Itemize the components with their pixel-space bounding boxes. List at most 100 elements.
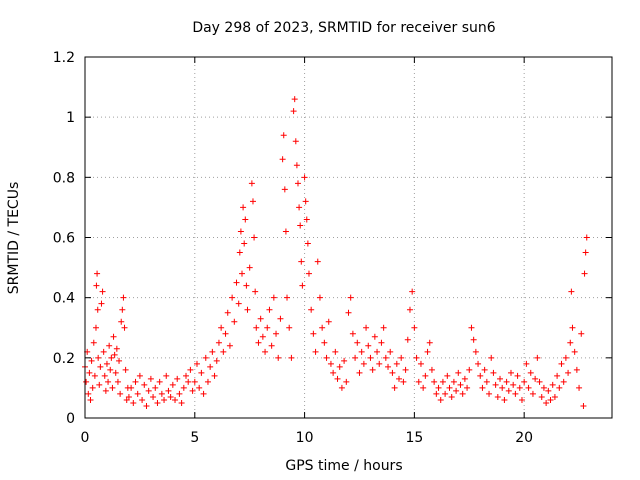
data-point: [543, 399, 550, 406]
y-tick-label: 0.4: [53, 291, 75, 307]
data-point: [393, 360, 400, 367]
data-point: [169, 381, 176, 388]
data-point: [347, 294, 354, 301]
data-point: [411, 324, 418, 331]
data-point: [231, 318, 238, 325]
data-point: [494, 393, 501, 400]
data-point: [94, 306, 101, 313]
data-point: [297, 222, 304, 229]
data-point: [270, 294, 277, 301]
data-point: [242, 216, 249, 223]
data-point: [521, 378, 528, 385]
data-point: [202, 354, 209, 361]
data-point: [380, 324, 387, 331]
data-point: [525, 384, 532, 391]
data-point: [554, 372, 561, 379]
data-point: [330, 369, 337, 376]
data-point: [224, 309, 231, 316]
data-points: [82, 96, 590, 409]
x-tick-label: 0: [81, 430, 90, 446]
data-point: [551, 393, 558, 400]
data-point: [185, 378, 192, 385]
data-point: [457, 381, 464, 388]
data-point: [183, 372, 190, 379]
data-point: [354, 339, 361, 346]
data-point: [257, 315, 264, 322]
data-point: [237, 228, 244, 235]
data-point: [123, 396, 130, 403]
data-point: [262, 348, 269, 355]
data-point: [582, 249, 589, 256]
axis-ticks: 0 0.2 0.4 0.6 0.8 1 1.2 0 5 10 15 20: [53, 50, 612, 446]
data-point: [312, 348, 319, 355]
data-point: [420, 384, 427, 391]
data-point: [259, 333, 266, 340]
data-point: [417, 360, 424, 367]
data-point: [455, 369, 462, 376]
x-axis-label: GPS time / hours: [285, 458, 402, 474]
data-point: [94, 270, 101, 277]
data-point: [371, 333, 378, 340]
data-point: [120, 294, 127, 301]
x-tick-label: 15: [405, 430, 423, 446]
data-point: [286, 324, 293, 331]
data-point: [103, 360, 110, 367]
data-point: [88, 357, 95, 364]
data-point: [437, 396, 444, 403]
data-point: [288, 354, 295, 361]
data-point: [277, 315, 284, 322]
data-point: [275, 354, 282, 361]
y-axis-label: SRMTID / TECUs: [6, 182, 22, 295]
data-point: [249, 198, 256, 205]
data-point: [143, 402, 150, 409]
data-point: [569, 324, 576, 331]
data-point: [518, 396, 525, 403]
data-point: [107, 366, 114, 373]
data-point: [358, 348, 365, 355]
data-point: [466, 366, 473, 373]
data-point: [433, 390, 440, 397]
y-tick-label: 1: [66, 110, 75, 126]
data-point: [450, 378, 457, 385]
data-point: [292, 138, 299, 145]
data-point: [284, 294, 291, 301]
data-point: [150, 393, 157, 400]
data-point: [382, 354, 389, 361]
data-point: [409, 288, 416, 295]
data-point: [139, 396, 146, 403]
data-point: [435, 384, 442, 391]
data-point: [369, 366, 376, 373]
data-point: [415, 378, 422, 385]
data-point: [93, 282, 100, 289]
data-point: [547, 396, 554, 403]
data-point: [108, 354, 115, 361]
data-point: [246, 264, 253, 271]
data-point: [398, 354, 405, 361]
data-point: [576, 384, 583, 391]
data-point: [459, 390, 466, 397]
data-point: [512, 390, 519, 397]
data-point: [573, 366, 580, 373]
data-point: [501, 396, 508, 403]
data-point: [196, 384, 203, 391]
data-point: [565, 369, 572, 376]
x-tick-label: 5: [190, 430, 199, 446]
data-point: [442, 390, 449, 397]
data-point: [325, 318, 332, 325]
data-point: [154, 399, 161, 406]
data-point: [481, 366, 488, 373]
data-point: [319, 324, 326, 331]
data-point: [280, 132, 287, 139]
data-point: [367, 354, 374, 361]
data-point: [571, 348, 578, 355]
data-point: [220, 348, 227, 355]
data-point: [396, 375, 403, 382]
data-point: [200, 390, 207, 397]
data-point: [180, 384, 187, 391]
data-point: [391, 384, 398, 391]
data-point: [583, 234, 590, 241]
data-point: [540, 384, 547, 391]
data-point: [85, 390, 92, 397]
data-point: [96, 381, 103, 388]
data-point: [294, 180, 301, 187]
